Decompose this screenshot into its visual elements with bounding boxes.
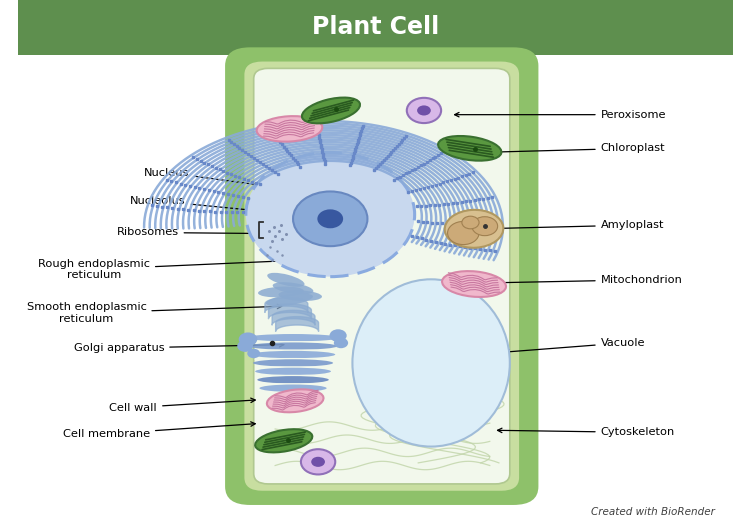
- Text: Amyloplast: Amyloplast: [485, 220, 664, 231]
- Ellipse shape: [257, 366, 330, 369]
- Circle shape: [247, 349, 260, 358]
- FancyBboxPatch shape: [225, 47, 539, 505]
- Ellipse shape: [258, 287, 303, 297]
- Ellipse shape: [254, 358, 332, 361]
- Text: Vacuole: Vacuole: [504, 338, 645, 354]
- Circle shape: [293, 191, 367, 246]
- Circle shape: [317, 209, 343, 228]
- Text: Created with BioRender: Created with BioRender: [592, 507, 715, 517]
- Ellipse shape: [302, 97, 360, 124]
- Circle shape: [407, 98, 441, 123]
- Ellipse shape: [252, 350, 334, 352]
- Ellipse shape: [279, 290, 322, 301]
- FancyBboxPatch shape: [18, 0, 733, 55]
- Text: Nucleolus: Nucleolus: [130, 196, 292, 216]
- Circle shape: [301, 449, 335, 474]
- Ellipse shape: [353, 279, 510, 447]
- Circle shape: [312, 457, 325, 467]
- Ellipse shape: [257, 376, 329, 383]
- Ellipse shape: [267, 389, 323, 412]
- Ellipse shape: [250, 341, 336, 344]
- Ellipse shape: [255, 429, 312, 452]
- Text: Chloroplast: Chloroplast: [481, 143, 666, 155]
- Circle shape: [334, 338, 348, 348]
- Ellipse shape: [257, 116, 323, 141]
- Ellipse shape: [266, 294, 313, 306]
- Text: Mitochondrion: Mitochondrion: [488, 275, 682, 285]
- Text: Nucleus: Nucleus: [144, 167, 296, 191]
- FancyBboxPatch shape: [254, 68, 510, 484]
- Text: Golgi apparatus: Golgi apparatus: [73, 342, 284, 353]
- Text: Cell wall: Cell wall: [109, 398, 255, 413]
- Ellipse shape: [253, 359, 333, 367]
- Ellipse shape: [445, 210, 504, 248]
- Ellipse shape: [268, 273, 304, 287]
- Ellipse shape: [442, 271, 506, 297]
- Ellipse shape: [438, 136, 501, 160]
- Circle shape: [472, 217, 498, 236]
- Ellipse shape: [258, 375, 328, 378]
- Text: Plant Cell: Plant Cell: [312, 15, 439, 39]
- FancyBboxPatch shape: [244, 62, 519, 491]
- Text: Smooth endoplasmic
reticulum: Smooth endoplasmic reticulum: [26, 302, 281, 324]
- Ellipse shape: [246, 334, 339, 341]
- Circle shape: [330, 329, 347, 342]
- Ellipse shape: [251, 351, 335, 358]
- Circle shape: [448, 221, 479, 245]
- Ellipse shape: [259, 385, 327, 392]
- Text: Cell membrane: Cell membrane: [63, 422, 255, 439]
- Circle shape: [239, 332, 257, 346]
- Circle shape: [246, 153, 415, 277]
- Ellipse shape: [248, 342, 337, 350]
- Circle shape: [237, 340, 253, 352]
- Ellipse shape: [273, 282, 314, 294]
- Text: Ribosomes: Ribosomes: [117, 227, 262, 238]
- Text: Cytoskeleton: Cytoskeleton: [498, 427, 675, 438]
- Ellipse shape: [255, 368, 331, 375]
- Text: Rough endoplasmic
reticulum: Rough endoplasmic reticulum: [38, 258, 291, 280]
- Circle shape: [417, 105, 431, 116]
- Text: Peroxisome: Peroxisome: [454, 109, 666, 120]
- Circle shape: [462, 216, 479, 229]
- Ellipse shape: [260, 383, 326, 386]
